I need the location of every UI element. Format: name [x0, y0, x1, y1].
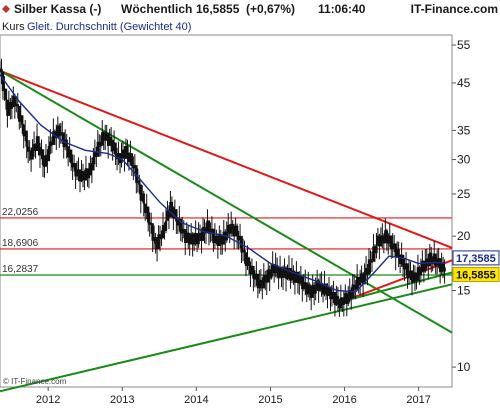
y-tick-label: 55	[457, 38, 471, 52]
y-tick-label: 45	[457, 76, 471, 90]
x-tick-label: 2012	[36, 394, 60, 406]
support-trendline	[0, 284, 452, 391]
y-tick-label: 25	[457, 187, 471, 201]
y-tick-label: 10	[457, 360, 471, 374]
support-level-label: 16,2837	[2, 264, 39, 275]
x-tick-label: 2015	[258, 394, 282, 406]
instrument-name: Silber Kassa (-)	[14, 2, 101, 16]
x-tick-label: 2016	[332, 394, 356, 406]
x-tick-label: 2014	[184, 394, 208, 406]
moving-average-line	[0, 75, 445, 292]
price-series-line	[0, 69, 445, 308]
last-price: 16,5855	[196, 2, 240, 16]
quote-time: 11:06:40	[318, 2, 366, 16]
price-value-label: 16,5855	[456, 270, 496, 282]
y-tick-label: 30	[457, 153, 471, 167]
support-trendline	[0, 71, 452, 333]
legend-kurs: Kurs	[2, 21, 25, 33]
legend-moving-average: Gleit. Durchschnitt (Gewichtet 40)	[27, 21, 191, 33]
price-change: (+0,67%)	[246, 2, 295, 16]
resistance-level-label: 18,6906	[2, 238, 39, 249]
resistance-level-label: 22,0256	[2, 207, 39, 218]
x-tick-label: 2013	[110, 394, 134, 406]
y-tick-label: 20	[457, 229, 471, 243]
brand-label: IT-Finance.com	[411, 2, 498, 16]
plot-area	[0, 35, 452, 387]
last-value-tags: 17,3585 16,5855	[453, 251, 499, 282]
y-tick-label: 35	[457, 123, 471, 137]
moving_average-value-label: 17,3585	[456, 253, 496, 265]
interval-label: Wöchentlich	[121, 2, 192, 16]
x-axis: 2012 2013 2014 2015 2016 2017	[36, 387, 431, 406]
copyright-label: © IT-Finance.com	[3, 377, 67, 386]
x-tick-label: 2017	[406, 394, 430, 406]
y-tick-label: 15	[457, 283, 471, 297]
y-axis: 55 45 35 30 25 20 15 10	[452, 38, 471, 374]
